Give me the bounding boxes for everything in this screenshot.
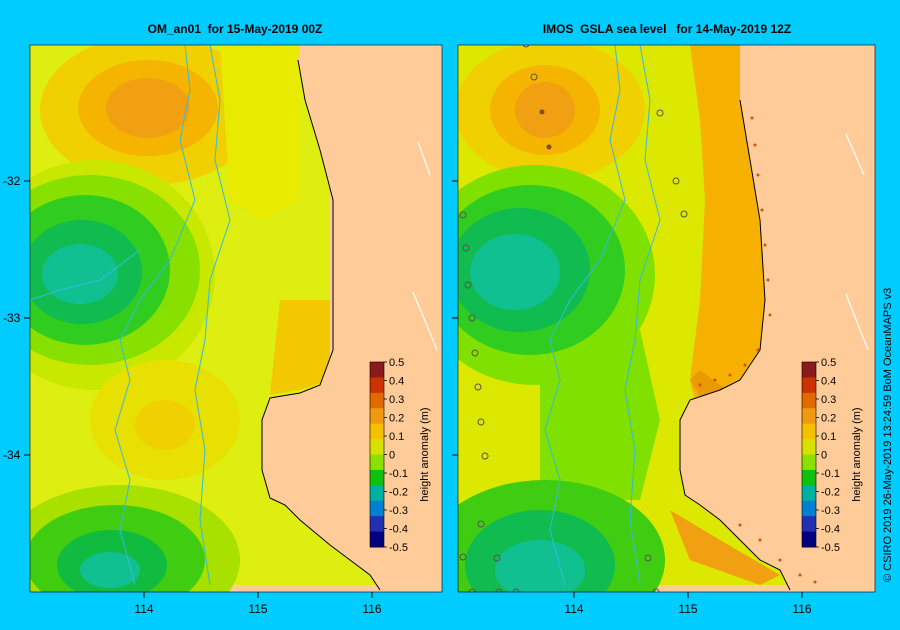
colorbar-swatch: [802, 500, 816, 517]
lat-tick-label: -33: [3, 311, 21, 325]
colorbar-tick-label: -0.3: [821, 505, 840, 517]
axis-ticks: -32 -33 -34 114 114 115 115 116 116: [3, 174, 812, 616]
colorbar-tick-label: -0.5: [389, 542, 408, 554]
left-map: [30, 45, 442, 592]
colorbar-tick-label: 0.2: [389, 413, 404, 425]
colorbar-swatch: [370, 392, 384, 409]
colorbar-tick-label: 0.3: [389, 394, 404, 406]
colorbar-swatch: [802, 516, 816, 533]
colorbar-label: height anomaly (m): [851, 407, 863, 501]
colorbar-tick-label: -0.2: [389, 487, 408, 499]
colorbar-label: height anomaly (m): [419, 407, 431, 501]
lat-tick-label: -34: [3, 448, 21, 462]
colorbar-swatch: [802, 485, 816, 502]
credit-text: © CSIRO 2019 26-May-2019 13:24:59 BoM Oc…: [882, 288, 894, 582]
colorbar-swatch: [370, 377, 384, 394]
colorbar-swatch: [802, 362, 816, 378]
colorbar-tick-label: -0.1: [389, 468, 408, 480]
lon-tick-label: 114: [564, 602, 583, 616]
colorbar-tick-label: 0.3: [821, 394, 836, 406]
colorbar-tick-label: -0.2: [821, 487, 840, 499]
colorbar-swatch: [802, 423, 816, 440]
colorbar-swatch: [802, 439, 816, 455]
lat-tick-label: -32: [3, 174, 21, 188]
right-panel-title: IMOS GSLA sea level for 14-May-2019 12Z: [542, 22, 792, 36]
colorbar-swatch: [370, 423, 384, 440]
colorbar-tick-label: 0.5: [389, 357, 404, 369]
right-map: [458, 45, 875, 592]
colorbar-tick-label: -0.4: [821, 524, 840, 536]
colorbar-tick-label: 0: [389, 450, 395, 462]
colorbar-tick-label: 0: [821, 450, 827, 462]
colorbar-swatch: [802, 469, 816, 486]
right-colorbar: 0.5 0.4 0.3 0.2 0.1 0 -0.1 -0.2 -0.3 -0.4 -0.5 heig…: [801, 357, 863, 554]
colorbar-swatch: [370, 500, 384, 517]
colorbar-tick-label: -0.4: [389, 524, 408, 536]
colorbar-tick-label: 0.4: [821, 376, 836, 388]
colorbar-swatch: [370, 362, 384, 378]
lon-tick-label: 116: [792, 602, 811, 616]
left-colorbar: 0.5 0.4 0.3 0.2 0.1 0 -0.1 -0.2 -0.3 -0.4 -0.5 heig…: [369, 357, 431, 554]
colorbar-tick-label: 0.2: [821, 413, 836, 425]
colorbar-swatch: [802, 454, 816, 471]
colorbar-tick-label: -0.1: [821, 468, 840, 480]
colorbar-swatch: [802, 377, 816, 394]
colorbar-tick-label: -0.3: [389, 505, 408, 517]
colorbar-tick-label: -0.5: [821, 542, 840, 554]
lon-tick-label: 116: [362, 602, 381, 616]
colorbar-swatch: [370, 408, 384, 425]
colorbar-swatch: [802, 408, 816, 425]
colorbar-swatch: [370, 531, 384, 548]
colorbar-swatch: [370, 485, 384, 502]
colorbar-swatch: [370, 439, 384, 455]
colorbar-tick-label: 0.1: [389, 431, 404, 443]
colorbar-tick-label: 0.4: [389, 376, 404, 388]
lon-tick-label: 115: [248, 602, 267, 616]
colorbar-swatch: [802, 392, 816, 409]
colorbar-swatch: [370, 454, 384, 471]
lon-tick-label: 115: [678, 602, 697, 616]
lon-tick-label: 114: [134, 602, 153, 616]
colorbar-tick-label: 0.5: [821, 357, 836, 369]
colorbar-swatch: [370, 516, 384, 533]
colorbar-tick-label: 0.1: [821, 431, 836, 443]
left-panel-title: OM_an01 for 15-May-2019 00Z: [147, 22, 323, 36]
colorbar-swatch: [802, 531, 816, 548]
colorbar-swatch: [370, 469, 384, 486]
